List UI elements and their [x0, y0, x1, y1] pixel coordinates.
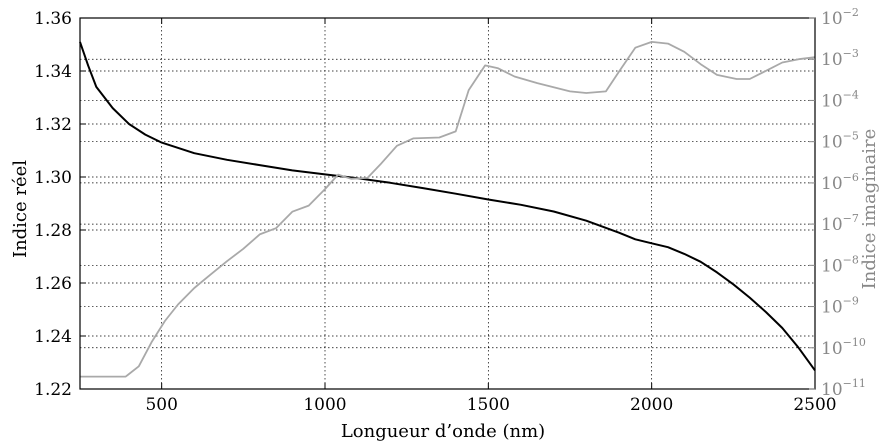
- x-tick-label: 1000: [303, 395, 346, 415]
- y-tick-label: 1.32: [34, 115, 72, 135]
- x-tick-label: 2000: [630, 395, 673, 415]
- label-layer: 500 1000 1500 2000 2500 1.22 1.24 1.26 1.28 1.30 1…: [34, 6, 866, 415]
- series-line-real: [79, 41, 816, 371]
- y-tick-label: 1.30: [34, 168, 72, 188]
- y2-tick-label: 10−7: [821, 212, 859, 235]
- tick-layer: [80, 17, 816, 390]
- y2-tick-label: 10−9: [821, 295, 859, 318]
- x-tick-label: 2500: [793, 395, 836, 415]
- series-layer: [79, 41, 816, 378]
- y2-tick-label: 10−10: [821, 336, 866, 359]
- y2-tick-label: 10−4: [821, 88, 859, 111]
- y-axis-title: Indice réel: [10, 160, 31, 258]
- y2-tick-label: 10−6: [821, 171, 859, 194]
- y2-tick-label: 10−3: [821, 47, 859, 70]
- x-tick-label: 1500: [467, 395, 510, 415]
- x-tick-label: 500: [145, 395, 177, 415]
- y-tick-label: 1.26: [34, 274, 72, 294]
- y2-tick-label: 10−2: [821, 6, 859, 29]
- y-tick-label: 1.22: [34, 380, 72, 400]
- y2-axis-title: Indice imaginaire: [859, 129, 880, 290]
- y-tick-label: 1.28: [34, 221, 72, 241]
- y-tick-label: 1.36: [34, 9, 72, 29]
- grid-layer: [80, 17, 816, 390]
- series-line-imaginary: [80, 41, 816, 378]
- x-axis-title: Longueur d’onde (nm): [341, 421, 545, 441]
- y2-tick-label: 10−5: [821, 130, 859, 153]
- y-tick-label: 1.34: [34, 62, 72, 82]
- y-tick-label: 1.24: [34, 327, 72, 347]
- y2-tick-label: 10−8: [821, 253, 859, 276]
- y2-tick-label: 10−11: [821, 377, 866, 400]
- plot-frame: [79, 17, 816, 390]
